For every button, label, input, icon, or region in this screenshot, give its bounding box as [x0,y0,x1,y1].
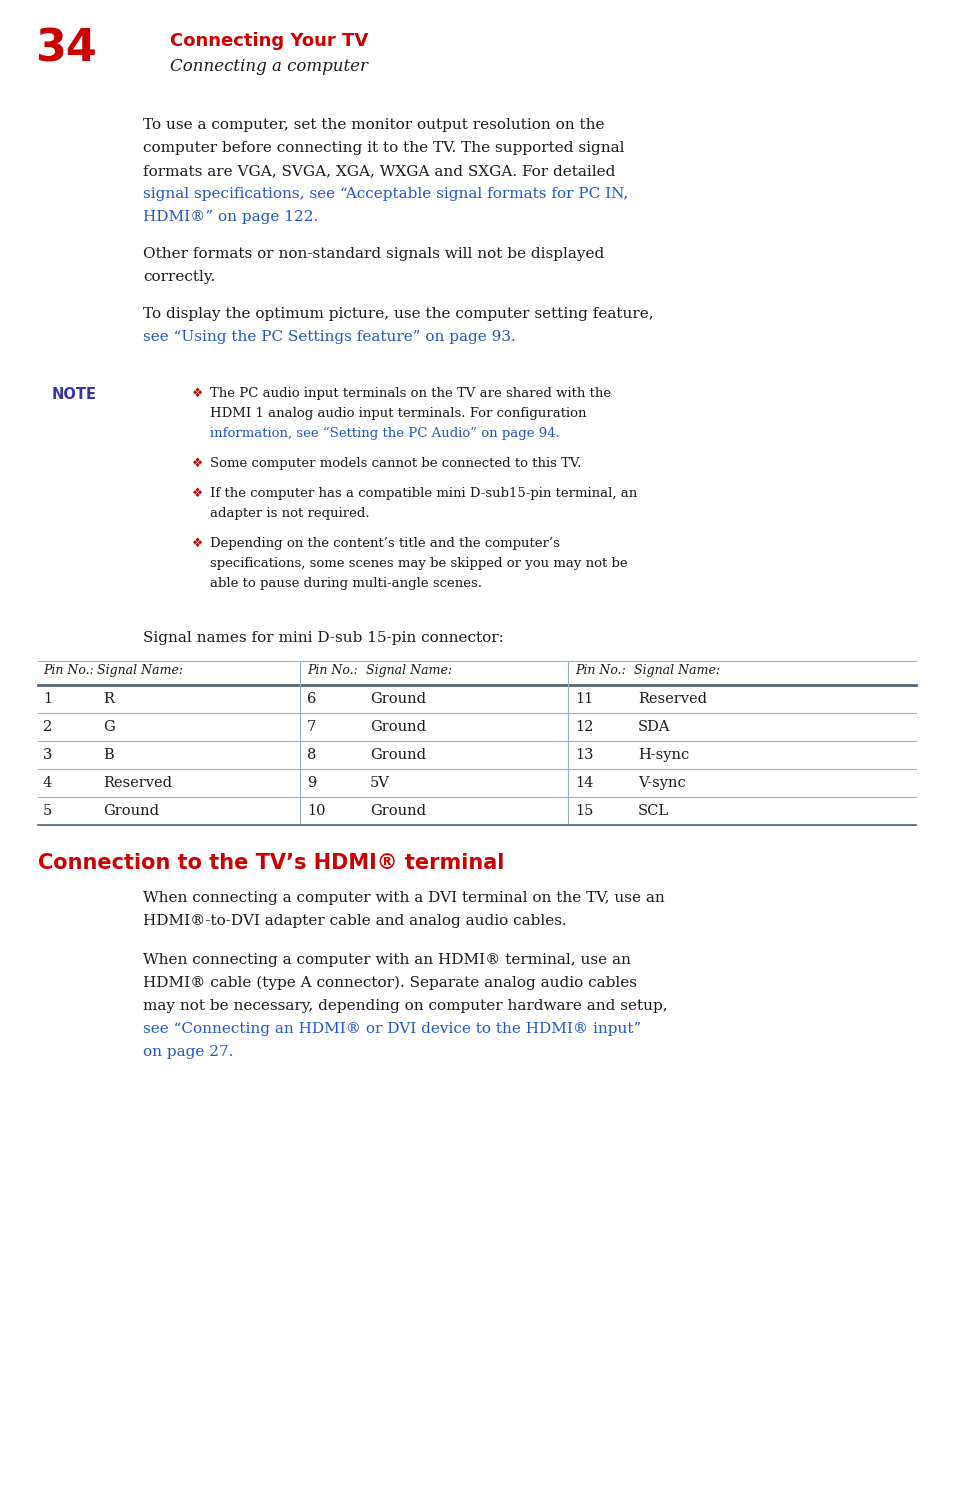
Text: SCL: SCL [638,804,668,818]
Text: NOTE: NOTE [52,387,97,401]
Text: 34: 34 [35,28,97,71]
Text: Other formats or non-standard signals will not be displayed: Other formats or non-standard signals wi… [143,247,603,262]
Text: 2: 2 [43,720,52,735]
Text: 6: 6 [307,691,316,706]
Text: formats are VGA, SVGA, XGA, WXGA and SXGA. For detailed: formats are VGA, SVGA, XGA, WXGA and SXG… [143,164,615,178]
Text: V-sync: V-sync [638,776,685,790]
Text: When connecting a computer with a DVI terminal on the TV, use an: When connecting a computer with a DVI te… [143,891,664,906]
Text: 14: 14 [575,776,593,790]
Text: able to pause during multi-angle scenes.: able to pause during multi-angle scenes. [210,577,481,590]
Text: Pin No.:: Pin No.: [575,665,625,677]
Text: Signal Name:: Signal Name: [97,665,183,677]
Text: 3: 3 [43,748,52,761]
Text: Connecting Your TV: Connecting Your TV [170,33,368,51]
Text: signal specifications, see “Acceptable signal formats for PC IN,: signal specifications, see “Acceptable s… [143,187,628,201]
Text: Reserved: Reserved [103,776,172,790]
Text: 4: 4 [43,776,52,790]
Text: Signal names for mini D-sub 15-pin connector:: Signal names for mini D-sub 15-pin conne… [143,630,503,645]
Text: 8: 8 [307,748,316,761]
Text: computer before connecting it to the TV. The supported signal: computer before connecting it to the TV.… [143,141,624,155]
Text: 13: 13 [575,748,593,761]
Text: Reserved: Reserved [638,691,706,706]
Text: see “Connecting an HDMI® or DVI device to the HDMI® input”: see “Connecting an HDMI® or DVI device t… [143,1022,640,1036]
Text: 11: 11 [575,691,593,706]
Text: adapter is not required.: adapter is not required. [210,507,369,520]
Text: 9: 9 [307,776,315,790]
Text: correctly.: correctly. [143,271,215,284]
Text: 15: 15 [575,804,593,818]
Text: Ground: Ground [370,691,426,706]
Text: Connecting a computer: Connecting a computer [170,58,368,74]
Text: HDMI®-to-DVI adapter cable and analog audio cables.: HDMI®-to-DVI adapter cable and analog au… [143,915,566,928]
Text: The PC audio input terminals on the TV are shared with the: The PC audio input terminals on the TV a… [210,387,611,400]
Text: Ground: Ground [370,804,426,818]
Text: information, see “Setting the PC Audio” on page 94.: information, see “Setting the PC Audio” … [210,427,559,440]
Text: 12: 12 [575,720,593,735]
Text: 1: 1 [43,691,52,706]
Text: specifications, some scenes may be skipped or you may not be: specifications, some scenes may be skipp… [210,558,627,570]
Text: see “Using the PC Settings feature” on page 93.: see “Using the PC Settings feature” on p… [143,330,516,343]
Text: H-sync: H-sync [638,748,688,761]
Text: Pin No.:: Pin No.: [43,665,93,677]
Text: ❖: ❖ [192,488,203,500]
Text: HDMI 1 analog audio input terminals. For configuration: HDMI 1 analog audio input terminals. For… [210,407,586,419]
Text: G: G [103,720,114,735]
Text: Some computer models cannot be connected to this TV.: Some computer models cannot be connected… [210,457,580,470]
Text: 10: 10 [307,804,325,818]
Text: Ground: Ground [370,720,426,735]
Text: on page 27.: on page 27. [143,1045,233,1059]
Text: SDA: SDA [638,720,670,735]
Text: Ground: Ground [370,748,426,761]
Text: ❖: ❖ [192,457,203,470]
Text: may not be necessary, depending on computer hardware and setup,: may not be necessary, depending on compu… [143,999,667,1013]
Text: HDMI®” on page 122.: HDMI®” on page 122. [143,210,318,225]
Text: ❖: ❖ [192,537,203,550]
Text: B: B [103,748,113,761]
Text: Signal Name:: Signal Name: [366,665,452,677]
Text: ❖: ❖ [192,387,203,400]
Text: Connection to the TV’s HDMI® terminal: Connection to the TV’s HDMI® terminal [38,854,504,873]
Text: When connecting a computer with an HDMI® terminal, use an: When connecting a computer with an HDMI®… [143,953,630,967]
Text: Ground: Ground [103,804,159,818]
Text: 5V: 5V [370,776,390,790]
Text: 7: 7 [307,720,315,735]
Text: Pin No.:: Pin No.: [307,665,357,677]
Text: HDMI® cable (type A connector). Separate analog audio cables: HDMI® cable (type A connector). Separate… [143,975,637,990]
Text: Depending on the content’s title and the computer’s: Depending on the content’s title and the… [210,537,559,550]
Text: 5: 5 [43,804,52,818]
Text: Signal Name:: Signal Name: [634,665,720,677]
Text: If the computer has a compatible mini D-sub15-pin terminal, an: If the computer has a compatible mini D-… [210,488,637,500]
Text: To use a computer, set the monitor output resolution on the: To use a computer, set the monitor outpu… [143,117,604,132]
Text: To display the optimum picture, use the computer setting feature,: To display the optimum picture, use the … [143,306,653,321]
Text: R: R [103,691,113,706]
